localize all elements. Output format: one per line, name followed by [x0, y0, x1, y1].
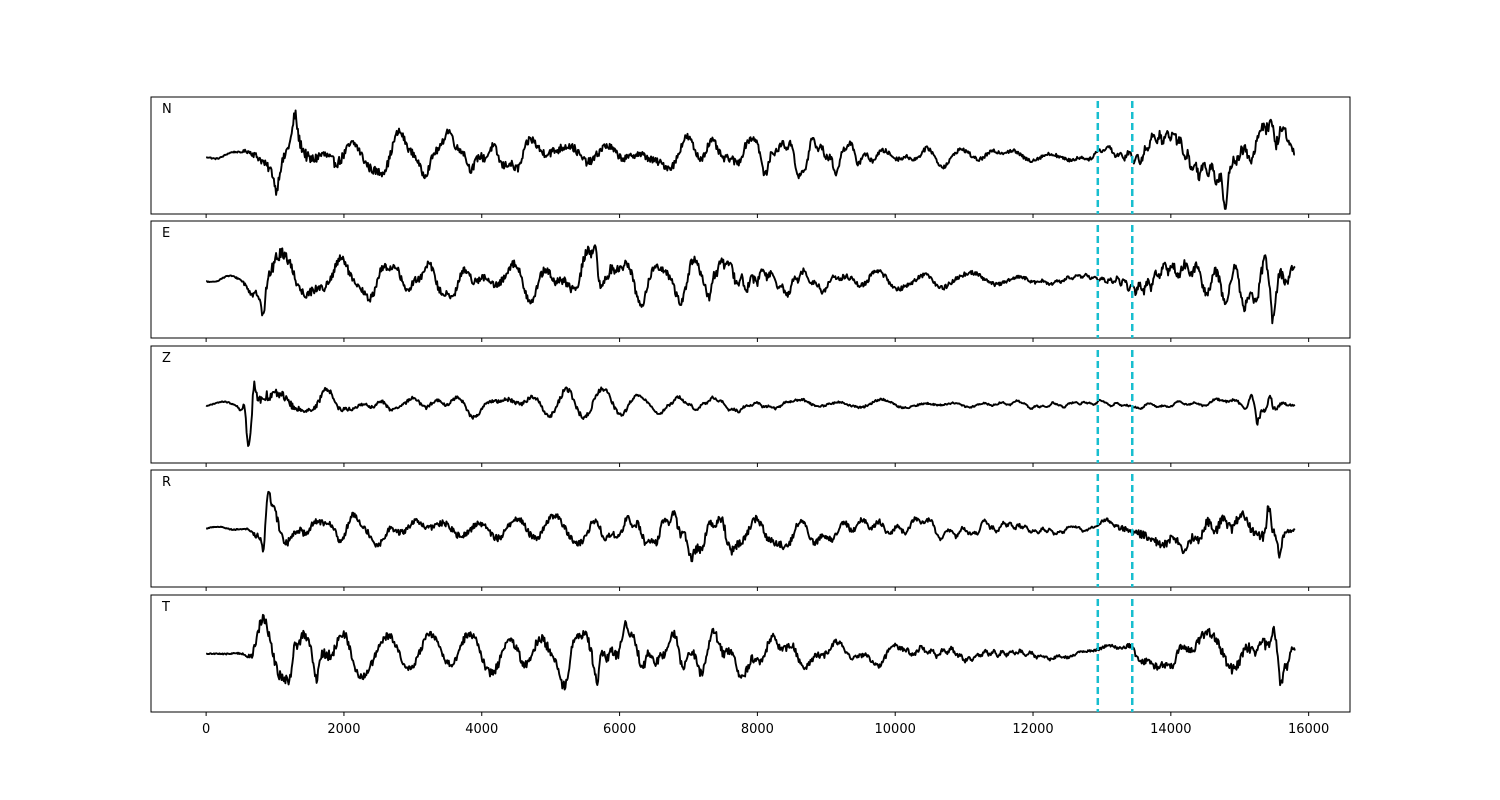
- panel-frame: [150, 594, 1351, 713]
- x-tick-label: 8000: [741, 722, 774, 737]
- x-tick-label: 4000: [465, 722, 498, 737]
- x-tick-label: 0: [202, 722, 210, 737]
- waveform-n: [205, 109, 1296, 210]
- waveform-r: [205, 490, 1296, 563]
- panel-frame: [150, 96, 1351, 215]
- x-tick-label: 10000: [875, 722, 916, 737]
- waveform-z: [205, 380, 1296, 447]
- x-tick-label: 6000: [603, 722, 636, 737]
- panel-r: R: [150, 469, 1351, 591]
- panel-label: Z: [162, 351, 171, 366]
- panel-n: N: [150, 96, 1351, 218]
- x-tick-label: 12000: [1012, 722, 1053, 737]
- panel-z: Z: [150, 345, 1351, 467]
- panel-t: T: [150, 594, 1351, 716]
- x-tick-label: 14000: [1150, 722, 1191, 737]
- panel-label: N: [162, 102, 172, 117]
- panel-e: E: [150, 220, 1351, 342]
- x-tick-label: 2000: [327, 722, 360, 737]
- waveform-e: [205, 244, 1296, 325]
- panel-label: E: [162, 226, 170, 241]
- waveform-t: [205, 613, 1296, 691]
- panel-label: R: [162, 475, 171, 490]
- panel-label: T: [161, 600, 170, 615]
- x-tick-label: 16000: [1288, 722, 1329, 737]
